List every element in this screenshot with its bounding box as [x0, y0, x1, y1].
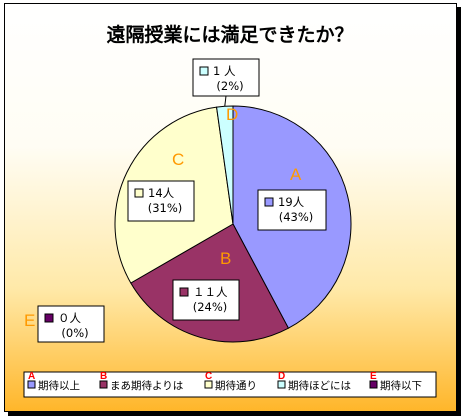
data-label-percent-a: (43%) — [279, 210, 314, 224]
slice-letter-b: B — [220, 249, 231, 268]
leader-line-d — [224, 95, 227, 107]
data-label-percent-e: (0%) — [61, 326, 88, 340]
legend-entry-b: まあ期待よりは — [110, 379, 183, 392]
legend-entry-d: 期待ほどには — [288, 379, 351, 392]
data-label-swatch-a — [264, 197, 274, 207]
data-label-count-a: 19人 — [278, 195, 305, 209]
legend-letter-c: C — [205, 371, 212, 382]
data-label-swatch-e — [44, 313, 54, 323]
slice-letter-e: E — [24, 311, 35, 330]
data-label-box-a — [257, 189, 327, 231]
data-label-box-c — [127, 180, 195, 222]
legend-entry-c: 期待通り — [215, 379, 257, 392]
slice-letter-a: A — [290, 165, 302, 184]
data-label-percent-c: (31%) — [148, 201, 183, 215]
data-label-swatch-d — [199, 66, 209, 76]
data-label-count-c: 14人 — [148, 186, 175, 200]
slice-letter-c: C — [172, 150, 184, 169]
legend-letter-e: E — [370, 371, 377, 382]
legend-swatch-d — [277, 380, 286, 389]
chart-title: 遠隔授業には満足できたか？ — [106, 23, 353, 46]
slice-letter-d: D — [226, 105, 238, 124]
legend-entry-e: 期待以下 — [380, 379, 422, 392]
data-label-box-e — [37, 305, 105, 343]
data-label-count-e: ０人 — [58, 311, 81, 325]
legend-entry-a: 期待以上 — [38, 379, 80, 392]
legend-box — [23, 371, 437, 398]
data-label-percent-b: (24%) — [193, 300, 228, 314]
legend-swatch-c — [204, 380, 213, 389]
data-label-swatch-b — [179, 287, 189, 297]
data-label-box-d — [192, 58, 260, 97]
legend-letter-b: B — [100, 371, 107, 382]
data-label-count-b: １１人 — [193, 285, 228, 299]
legend-swatch-e — [369, 380, 378, 389]
data-label-swatch-c — [134, 188, 144, 198]
legend-letter-d: D — [278, 371, 285, 382]
legend-swatch-a — [27, 380, 36, 389]
data-label-box-b — [172, 279, 240, 321]
legend-letter-a: A — [28, 371, 35, 382]
legend-swatch-b — [99, 380, 108, 389]
data-label-percent-d: (2%) — [216, 79, 243, 93]
data-label-count-d: 1 人 — [213, 64, 236, 78]
